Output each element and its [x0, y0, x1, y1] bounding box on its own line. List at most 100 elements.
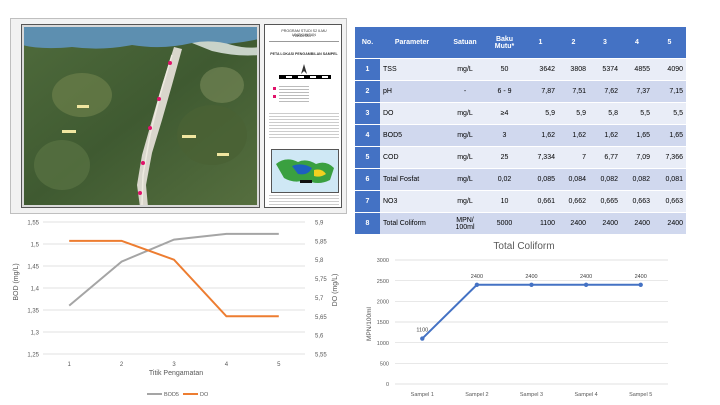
point-axis-label: Titik Pengamatan: [149, 370, 203, 377]
map-legend-frame: PROGRAM STUDI S2 ILMU LINGKUNGAN FAKULTA…: [264, 24, 342, 208]
coliform-x-tick-label: Sampel 2: [465, 392, 488, 398]
cell-point-1: 7,334: [523, 146, 558, 169]
total-coliform-chart: Total Coliform 050010001500200025003000 …: [366, 241, 668, 398]
do-axis-label: DO (mg/L): [332, 274, 339, 307]
cell-point-2: 7,51: [558, 80, 589, 103]
cell-standard: ≥4: [486, 102, 523, 125]
coliform-point: [638, 282, 643, 287]
cell-point-5: 0,081: [653, 168, 686, 191]
bod-do-gridlines: [43, 221, 305, 355]
header-standard: Baku Mutu*: [486, 27, 523, 59]
cell-point-3: 0,665: [589, 190, 621, 213]
cell-parameter: COD: [380, 146, 444, 169]
cell-standard: 6 - 9: [486, 80, 523, 103]
cell-point-5: 5,5: [653, 102, 686, 125]
bod-do-lines: [68, 232, 279, 318]
cell-unit: mg/L: [444, 190, 486, 213]
coliform-y-axis-label: MPN/100ml: [366, 306, 373, 341]
do-tick-label: 5,6: [315, 334, 324, 340]
bod-tick-label: 1,25: [27, 353, 39, 359]
legend-divider: [269, 41, 339, 42]
do-tick-label: 5,75: [315, 277, 327, 283]
satellite-map-graphic: [22, 25, 259, 207]
point-tick-label: 3: [172, 362, 176, 368]
table-row: 3 DO mg/L ≥4 5,9 5,9 5,8 5,5 5,5: [355, 102, 686, 125]
coliform-data-label: 1100: [416, 328, 428, 334]
coliform-data-label: 2400: [580, 274, 592, 280]
cell-point-5: 4090: [653, 58, 686, 81]
cell-point-2: 7: [558, 146, 589, 169]
coliform-y-ticks: 0 500 1000 1500 2000 2500 3000: [377, 258, 389, 388]
cell-point-3: 1,62: [589, 124, 621, 147]
table-row: 8 Total Coliform MPN/ 100ml 5000 1100 2400 240…: [355, 212, 686, 235]
bod-tick-label: 1,45: [27, 265, 39, 271]
header-parameter: Parameter: [380, 27, 444, 59]
cell-point-2: 0,662: [558, 190, 589, 213]
point-tick-label: 4: [225, 362, 229, 368]
cell-point-5: 7,366: [653, 146, 686, 169]
header-point-5: 5: [653, 27, 686, 59]
cell-point-3: 0,082: [589, 168, 621, 191]
inset-map: [271, 149, 339, 193]
header-point-2: 2: [558, 27, 589, 59]
header-point-1: 1: [523, 27, 558, 59]
legend-info-block: [269, 113, 339, 139]
cell-standard: 10: [486, 190, 523, 213]
bod-do-chart: 1,25 1,3 1,35 1,4 1,45 1,5 1,55 5,55 5,6 5,65 5,7…: [13, 221, 339, 399]
cell-no: 1: [355, 58, 380, 81]
legend-do-label: DO: [200, 392, 209, 398]
cell-point-4: 0,082: [621, 168, 653, 191]
cell-no: 3: [355, 102, 380, 125]
series-line-do: [69, 239, 279, 318]
map-faculty-title: FAKULTAS ...: [293, 34, 315, 38]
series-line-bod5: [68, 232, 279, 307]
do-tick-label: 5,8: [315, 258, 324, 264]
map-name: PETA LOKASI PENGAMBILAN SAMPEL: [270, 52, 338, 56]
cell-point-2: 2400: [558, 212, 589, 235]
cell-point-4: 0,663: [621, 190, 653, 213]
cell-parameter: DO: [380, 102, 444, 125]
cell-parameter: TSS: [380, 58, 444, 81]
coliform-point: [420, 336, 425, 341]
satellite-map-image: [21, 24, 260, 208]
cell-point-4: 2400: [621, 212, 653, 235]
cell-unit: mg/L: [444, 124, 486, 147]
do-axis-ticks: 5,55 5,6 5,65 5,7 5,75 5,8 5,85 5,9: [315, 221, 327, 359]
cell-point-1: 1,62: [523, 124, 558, 147]
cell-point-1: 0,085: [523, 168, 558, 191]
coliform-point: [529, 282, 534, 287]
cell-unit: mg/L: [444, 58, 486, 81]
cell-point-4: 7,09: [621, 146, 653, 169]
coliform-y-tick-label: 0: [386, 382, 389, 388]
cell-point-4: 4855: [621, 58, 653, 81]
header-no: No.: [355, 27, 380, 59]
coliform-point: [583, 282, 589, 287]
cell-point-1: 7,87: [523, 80, 558, 103]
table-row: 6 Total Fosfat mg/L 0,02 0,085 0,084 0,082 0,08…: [355, 168, 686, 191]
coliform-data-label: 2400: [471, 274, 483, 280]
point-tick-label: 5: [277, 362, 281, 368]
cell-point-4: 7,37: [621, 80, 653, 103]
cell-unit: mg/L: [444, 102, 486, 125]
cell-parameter: pH: [380, 80, 444, 103]
bod-axis-label: BOD (mg/L): [13, 263, 20, 300]
header-unit: Satuan: [444, 27, 486, 59]
cell-standard: 5000: [486, 212, 523, 235]
do-tick-label: 5,65: [315, 315, 327, 321]
cell-point-1: 5,9: [523, 102, 558, 125]
cell-standard: 0,02: [486, 168, 523, 191]
cell-unit: MPN/ 100ml: [444, 212, 486, 235]
coliform-y-tick-label: 2000: [377, 300, 389, 306]
location-map-panel: PROGRAM STUDI S2 ILMU LINGKUNGAN FAKULTA…: [10, 18, 347, 214]
cell-parameter: Total Fosfat: [380, 168, 444, 191]
cell-point-3: 6,77: [589, 146, 621, 169]
coliform-point: [474, 282, 480, 287]
table-row: 5 COD mg/L 25 7,334 7 6,77 7,09 7,366: [355, 146, 686, 169]
cell-point-3: 5374: [589, 58, 621, 81]
north-arrow-icon: [295, 61, 313, 74]
point-axis-ticks: 1 2 3 4 5: [68, 362, 282, 368]
coliform-y-tick-label: 1500: [377, 320, 389, 326]
table-row: 7 NO3 mg/L 10 0,661 0,662 0,665 0,663 0,663: [355, 190, 686, 213]
bod-tick-label: 1,5: [31, 243, 40, 249]
legend-bod5-label: BOD5: [164, 392, 179, 398]
